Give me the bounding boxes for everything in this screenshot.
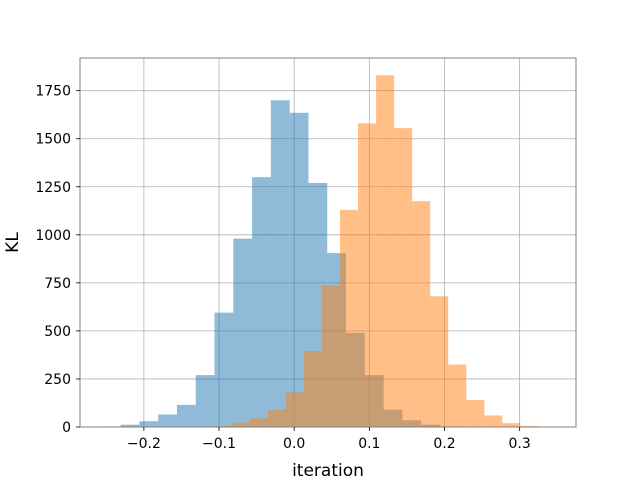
x-tick-label: 0.2 [433, 436, 455, 452]
histogram-bar-series-2 [430, 296, 449, 427]
histogram-bars [101, 75, 557, 427]
histogram-bar-series-2 [412, 201, 431, 427]
y-tick-label: 1500 [35, 132, 71, 148]
x-tick-label: 0.1 [358, 436, 380, 452]
histogram-bar-series-2 [321, 285, 341, 427]
plot-frame [79, 57, 577, 428]
histogram-bar-series-1 [289, 112, 309, 427]
x-tick-label: 0.3 [509, 436, 531, 452]
histogram-bar-series-2 [267, 409, 286, 427]
y-tick-label: 1000 [35, 228, 71, 244]
histogram-bar-series-1 [158, 414, 177, 427]
y-tick-label: 500 [44, 324, 71, 340]
y-axis-label: KL [3, 232, 23, 253]
histogram-bar-series-1 [252, 177, 271, 427]
y-tick-label: 750 [44, 276, 71, 292]
axis-ticks: −0.2 −0.1 0.0 0.1 0.2 0.3 0 250 500 750 1000 1250 15… [35, 84, 530, 452]
histogram-bar-series-1 [195, 375, 215, 427]
histogram-bar-series-2 [502, 423, 521, 427]
histogram-bar-series-1 [214, 312, 234, 427]
x-tick-label: 0.0 [283, 436, 305, 452]
histogram-bar-series-2 [358, 123, 377, 427]
histogram-bar-series-2 [448, 364, 467, 427]
y-tick-label: 0 [62, 420, 71, 436]
y-tick-label: 1750 [35, 84, 71, 100]
x-tick-label: −0.1 [202, 436, 236, 452]
histogram-bar-series-1 [233, 238, 253, 427]
y-tick-label: 250 [44, 372, 71, 388]
histogram-bar-series-1 [120, 424, 140, 427]
x-axis-label: iteration [292, 461, 364, 480]
histogram-bar-series-1 [139, 421, 159, 427]
histogram-bar-series-2 [249, 418, 268, 427]
x-tick-label: −0.2 [127, 436, 161, 452]
histogram-bar-series-1 [176, 404, 196, 427]
histogram-bar-series-2 [231, 422, 250, 427]
grid [80, 58, 576, 428]
y-tick-label: 1250 [35, 180, 71, 196]
histogram-bar-series-2 [484, 415, 503, 427]
histogram-bar-series-2 [303, 351, 322, 427]
histogram-bar-series-2 [376, 75, 395, 427]
histogram-bar-series-2 [394, 128, 413, 427]
histogram-bar-series-2 [285, 392, 304, 427]
histogram-bar-series-1 [270, 100, 290, 427]
histogram-bar-series-2 [466, 400, 485, 427]
histogram-bar-series-2 [340, 209, 359, 427]
